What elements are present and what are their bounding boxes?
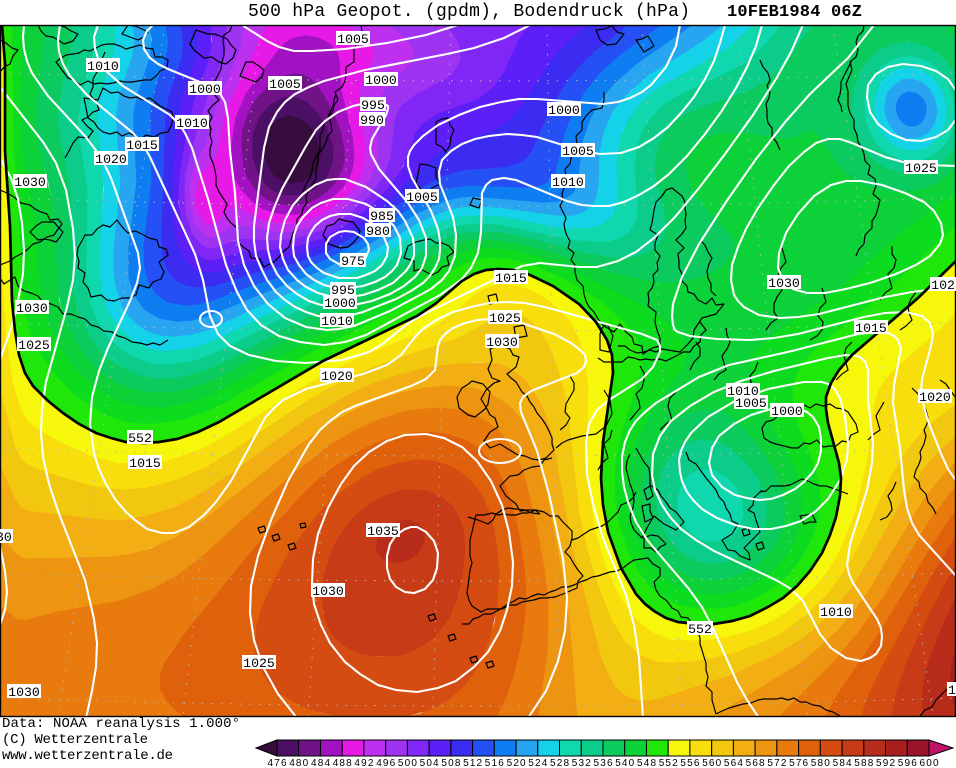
svg-text:1025: 1025 — [489, 311, 521, 326]
svg-text:592: 592 — [876, 758, 895, 768]
svg-text:552: 552 — [688, 622, 712, 637]
svg-text:990: 990 — [360, 113, 384, 128]
svg-text:1030: 1030 — [486, 335, 518, 350]
svg-text:492: 492 — [354, 758, 373, 768]
svg-text:500 hPa Geopot. (gpdm), Bodend: 500 hPa Geopot. (gpdm), Bodendruck (hPa) — [248, 2, 690, 22]
svg-text:556: 556 — [680, 758, 699, 768]
svg-text:1010: 1010 — [176, 116, 208, 131]
svg-text:524: 524 — [528, 758, 547, 768]
svg-text:995: 995 — [361, 98, 385, 113]
svg-text:1000: 1000 — [189, 82, 221, 97]
svg-text:1005: 1005 — [337, 32, 369, 47]
svg-text:985: 985 — [370, 209, 394, 224]
svg-text:520: 520 — [507, 758, 526, 768]
svg-text:975: 975 — [341, 254, 365, 269]
svg-text:1010: 1010 — [820, 605, 852, 620]
svg-text:10FEB1984 06Z: 10FEB1984 06Z — [727, 3, 862, 22]
svg-text:1015: 1015 — [126, 138, 158, 153]
svg-text:500: 500 — [398, 758, 417, 768]
svg-text:1005: 1005 — [562, 144, 594, 159]
svg-text:1025: 1025 — [243, 656, 275, 671]
svg-text:1015: 1015 — [129, 456, 161, 471]
svg-text:1000: 1000 — [324, 296, 356, 311]
svg-text:www.wetterzentrale.de: www.wetterzentrale.de — [2, 748, 173, 764]
svg-text:516: 516 — [485, 758, 504, 768]
svg-text:1: 1 — [948, 683, 956, 698]
svg-text:1010: 1010 — [552, 175, 584, 190]
svg-text:1000: 1000 — [771, 404, 803, 419]
svg-text:580: 580 — [811, 758, 830, 768]
svg-text:1015: 1015 — [495, 271, 527, 286]
svg-text:1005: 1005 — [406, 190, 438, 205]
svg-text:484: 484 — [311, 758, 330, 768]
svg-text:1030: 1030 — [312, 584, 344, 599]
svg-text:576: 576 — [789, 758, 808, 768]
svg-text:1025: 1025 — [905, 161, 937, 176]
svg-text:600: 600 — [920, 758, 939, 768]
svg-text:1030: 1030 — [0, 530, 12, 545]
svg-text:504: 504 — [420, 758, 439, 768]
svg-text:1030: 1030 — [768, 276, 800, 291]
svg-text:512: 512 — [463, 758, 482, 768]
svg-text:528: 528 — [550, 758, 569, 768]
svg-text:572: 572 — [767, 758, 786, 768]
svg-text:980: 980 — [366, 224, 390, 239]
svg-text:560: 560 — [702, 758, 721, 768]
svg-text:588: 588 — [854, 758, 873, 768]
svg-text:1000: 1000 — [365, 73, 397, 88]
svg-text:1030: 1030 — [14, 175, 46, 190]
svg-text:Data: NOAA reanalysis 1.000°: Data: NOAA reanalysis 1.000° — [2, 716, 240, 732]
svg-text:1020: 1020 — [321, 369, 353, 384]
svg-text:568: 568 — [746, 758, 765, 768]
svg-text:(C) Wetterzentrale: (C) Wetterzentrale — [2, 732, 148, 748]
svg-text:1015: 1015 — [855, 321, 887, 336]
svg-text:1020: 1020 — [95, 152, 127, 167]
svg-text:488: 488 — [333, 758, 352, 768]
svg-text:536: 536 — [594, 758, 613, 768]
svg-text:1010: 1010 — [321, 314, 353, 329]
svg-text:476: 476 — [268, 758, 287, 768]
svg-text:480: 480 — [289, 758, 308, 768]
svg-text:1025: 1025 — [931, 278, 956, 293]
svg-text:1025: 1025 — [18, 338, 50, 353]
svg-text:1005: 1005 — [735, 396, 767, 411]
svg-text:1000: 1000 — [548, 103, 580, 118]
svg-text:596: 596 — [898, 758, 917, 768]
svg-text:564: 564 — [724, 758, 743, 768]
svg-text:532: 532 — [572, 758, 591, 768]
svg-text:1010: 1010 — [87, 59, 119, 74]
svg-text:508: 508 — [441, 758, 460, 768]
svg-text:540: 540 — [615, 758, 634, 768]
svg-text:1020: 1020 — [919, 390, 951, 405]
svg-text:1005: 1005 — [269, 77, 301, 92]
svg-text:548: 548 — [637, 758, 656, 768]
svg-text:496: 496 — [376, 758, 395, 768]
svg-text:552: 552 — [128, 431, 152, 446]
svg-text:552: 552 — [659, 758, 678, 768]
svg-text:1030: 1030 — [8, 685, 40, 700]
svg-text:995: 995 — [331, 283, 355, 298]
svg-text:584: 584 — [833, 758, 852, 768]
svg-text:1035: 1035 — [367, 524, 399, 539]
svg-text:1030: 1030 — [16, 301, 48, 316]
